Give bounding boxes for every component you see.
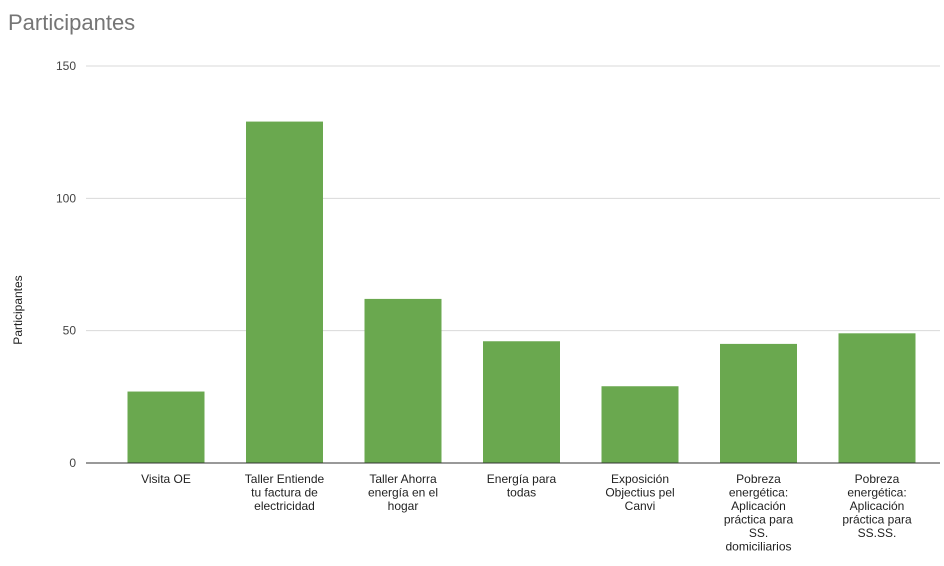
x-category-label: Pobreza energética: Aplicación práctica par… xyxy=(842,472,912,540)
x-category-label: Pobreza energética: Aplicación práctica par… xyxy=(724,472,794,554)
y-tick-label: 100 xyxy=(56,191,76,205)
bar xyxy=(838,333,916,463)
y-axis-title: Participantes xyxy=(11,275,25,344)
bar xyxy=(483,341,560,463)
x-category-label: Exposición Objectius pel Canvi xyxy=(605,472,674,513)
x-category-label: Taller Entiende tu factura de electricidad xyxy=(245,472,325,513)
bar xyxy=(364,298,442,463)
y-tick-label: 150 xyxy=(56,59,76,73)
chart-title: Participantes xyxy=(8,10,136,35)
bar xyxy=(601,386,679,463)
y-tick-label: 50 xyxy=(63,324,77,338)
x-category-label: Visita OE xyxy=(141,472,191,486)
y-tick-label: 0 xyxy=(69,456,76,470)
x-category-label: Energía para todas xyxy=(487,472,557,500)
gridlines xyxy=(86,65,940,332)
bars xyxy=(127,121,916,463)
y-tick-labels: 0 50 100 150 xyxy=(56,59,76,470)
bar xyxy=(127,391,205,463)
bar xyxy=(720,343,797,463)
x-category-label: Taller Ahorra energía en el hogar xyxy=(368,472,438,513)
bar xyxy=(246,121,323,463)
x-category-labels: Visita OE Taller Entiende tu factura de ele… xyxy=(141,472,912,554)
